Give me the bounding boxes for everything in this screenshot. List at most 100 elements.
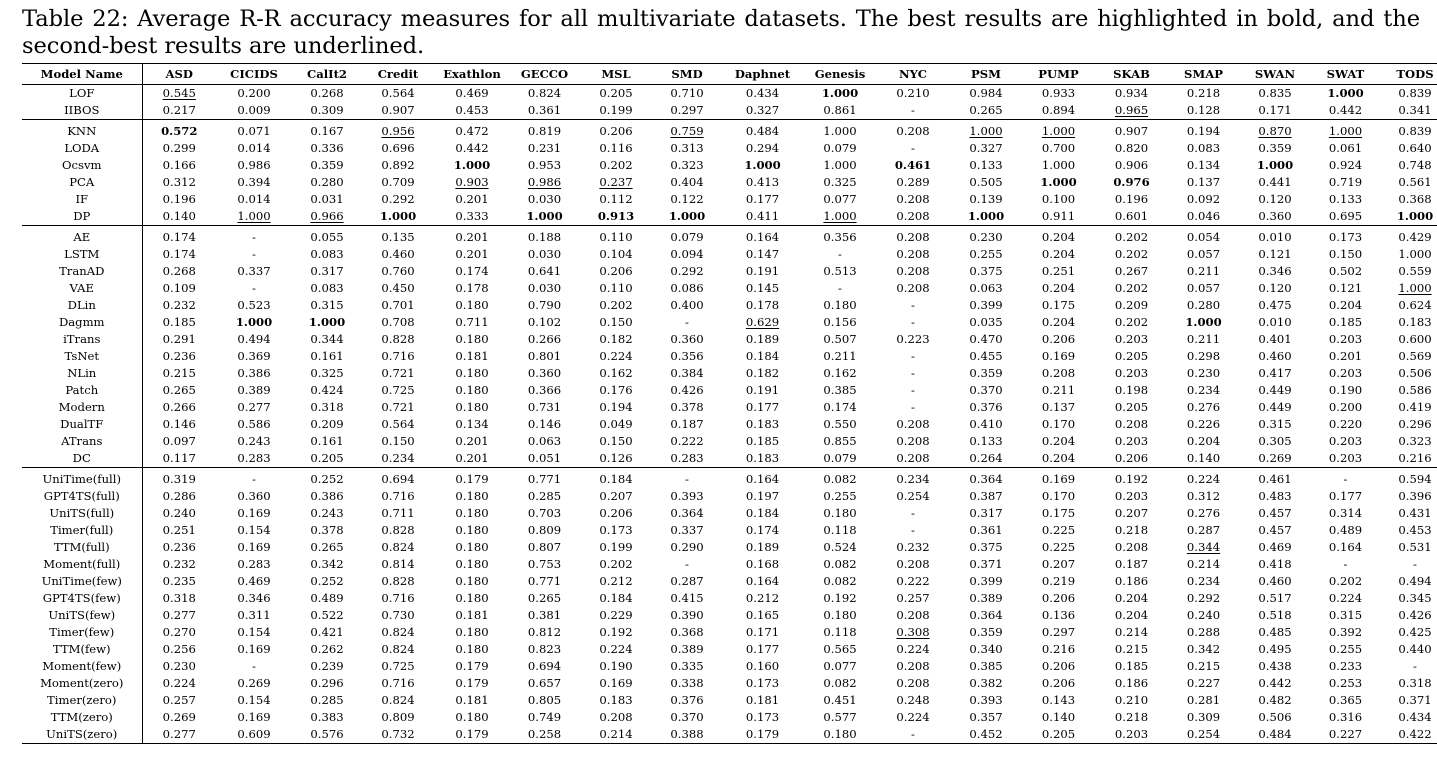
value-cell: 0.206: [1041, 591, 1076, 605]
value-cell: 0.336: [310, 141, 344, 155]
value-cell: 0.270: [162, 625, 196, 639]
table-row: DP 0.140 1.000 0.966 1.000 0.333 1.000 0.913 1.0…: [22, 208, 1437, 226]
value-cell: 0.192: [599, 625, 633, 639]
value-cell: 0.360: [1239, 208, 1311, 226]
model-name-cell: Moment(full): [22, 556, 143, 573]
value-cell: 0.399: [969, 574, 1003, 588]
value-cell: -: [252, 472, 256, 486]
value-cell: 1.000: [308, 315, 346, 329]
value-cell: 0.418: [1258, 557, 1292, 571]
value-cell: 0.287: [1186, 523, 1221, 537]
value-cell: 0.517: [1258, 591, 1292, 605]
value-cell: 1.000: [1256, 158, 1294, 172]
value-cell: 0.235: [162, 574, 196, 588]
value-cell: 0.309: [1186, 710, 1221, 724]
column-header-asd: ASD: [142, 63, 216, 85]
model-name-cell: TranAD: [22, 263, 143, 280]
value-cell: 0.208: [896, 192, 930, 206]
table-row: GPT4TS(few) 0.318 0.346 0.489 0.716 0.180 0.26…: [22, 590, 1437, 607]
column-header-nyc: NYC: [876, 63, 950, 85]
value-cell: 0.483: [1258, 489, 1292, 503]
table-row: Timer(few) 0.270 0.154 0.421 0.824 0.180 0.812…: [22, 624, 1437, 641]
table-row: Ocsvm 0.166 0.986 0.359 0.892 1.000 0.953 0.202…: [22, 157, 1437, 174]
value-cell: 0.267: [1114, 264, 1149, 278]
value-cell: 0.356: [670, 349, 704, 363]
model-name-cell: IF: [22, 191, 143, 208]
value-cell: 0.809: [527, 523, 562, 537]
table-row: TTM(full) 0.236 0.169 0.265 0.824 0.180 0.807 0…: [22, 539, 1437, 556]
value-cell: 0.204: [1114, 591, 1149, 605]
value-cell: 0.966: [292, 208, 362, 226]
value-cell: 0.224: [1186, 472, 1221, 486]
value-cell: 0.217: [142, 102, 216, 120]
value-cell: 0.094: [670, 247, 704, 261]
model-name-cell: DP: [22, 208, 143, 226]
value-cell: 0.188: [527, 230, 562, 244]
value-cell: 0.169: [1041, 349, 1076, 363]
value-cell: 0.202: [599, 158, 633, 172]
value-cell: 0.194: [1186, 124, 1221, 138]
value-cell: 0.104: [599, 247, 633, 261]
value-cell: 0.283: [653, 450, 721, 468]
value-cell: 0.190: [1328, 383, 1363, 397]
table-caption: Table 22: Average R-R accuracy measures …: [22, 6, 1420, 59]
value-cell: 0.230: [969, 230, 1003, 244]
table-row: PCA 0.312 0.394 0.280 0.709 0.903 0.986 0.237 0.…: [22, 174, 1437, 191]
value-cell: 0.227: [1186, 676, 1221, 690]
value-cell: 0.694: [527, 659, 562, 673]
value-cell: 0.266: [162, 400, 196, 414]
value-cell: 0.180: [455, 574, 489, 588]
value-cell: 0.169: [237, 642, 271, 656]
value-cell: 0.180: [823, 298, 857, 312]
table-row: DC 0.117 0.283 0.205 0.234 0.201 0.051 0.126 0.2…: [22, 450, 1437, 468]
value-cell: 0.204: [1328, 298, 1363, 312]
table-row: LSTM 0.174 - 0.083 0.460 0.201 0.030 0.104 0.094…: [22, 246, 1437, 263]
value-cell: 0.187: [670, 417, 704, 431]
value-cell: -: [1413, 557, 1417, 571]
value-cell: 0.208: [896, 124, 930, 138]
table-row: IIBOS 0.217 0.009 0.309 0.907 0.453 0.361 0.199…: [22, 102, 1437, 120]
value-cell: 0.179: [455, 676, 489, 690]
value-cell: 0.206: [599, 264, 633, 278]
value-cell: 0.201: [1328, 349, 1363, 363]
value-cell: 0.748: [1398, 158, 1432, 172]
value-cell: 0.121: [1328, 281, 1363, 295]
value-cell: 0.281: [1186, 693, 1221, 707]
value-cell: 0.333: [434, 208, 510, 226]
value-cell: 0.365: [1328, 693, 1363, 707]
value-cell: 1.000: [821, 86, 859, 100]
value-cell: 0.180: [823, 506, 857, 520]
value-cell: 0.371: [969, 557, 1003, 571]
value-cell: 0.725: [381, 659, 415, 673]
value-cell: 0.378: [310, 523, 344, 537]
value-cell: 0.419: [1398, 400, 1432, 414]
value-cell: 0.180: [455, 591, 489, 605]
value-cell: 0.031: [310, 192, 344, 206]
column-header-smd: SMD: [653, 63, 721, 85]
value-cell: 0.277: [237, 400, 271, 414]
value-cell: 0.252: [310, 574, 344, 588]
value-cell: 0.046: [1168, 208, 1239, 226]
model-name-cell: Ocsvm: [22, 157, 143, 174]
value-cell: 0.126: [579, 450, 653, 468]
column-header-credit: Credit: [362, 63, 434, 85]
value-cell: 0.110: [599, 230, 633, 244]
value-cell: 0.179: [745, 727, 780, 741]
value-cell: 0.522: [310, 608, 344, 622]
value-cell: 0.083: [310, 247, 344, 261]
value-cell: -: [1343, 472, 1348, 486]
value-cell: 0.102: [527, 315, 562, 329]
value-cell: 0.357: [969, 710, 1003, 724]
value-cell: -: [252, 281, 256, 295]
value-cell: 0.243: [310, 506, 344, 520]
value-cell: 0.215: [1186, 659, 1221, 673]
value-cell: 0.203: [1328, 434, 1363, 448]
value-cell: 0.174: [162, 247, 196, 261]
value-cell: 0.180: [455, 383, 489, 397]
value-cell: 0.168: [745, 557, 780, 571]
value-cell: 0.139: [969, 192, 1003, 206]
value-cell: 0.375: [969, 540, 1003, 554]
value-cell: 1.000: [1040, 175, 1077, 189]
value-cell: 0.154: [237, 523, 271, 537]
value-cell: 0.180: [455, 710, 489, 724]
